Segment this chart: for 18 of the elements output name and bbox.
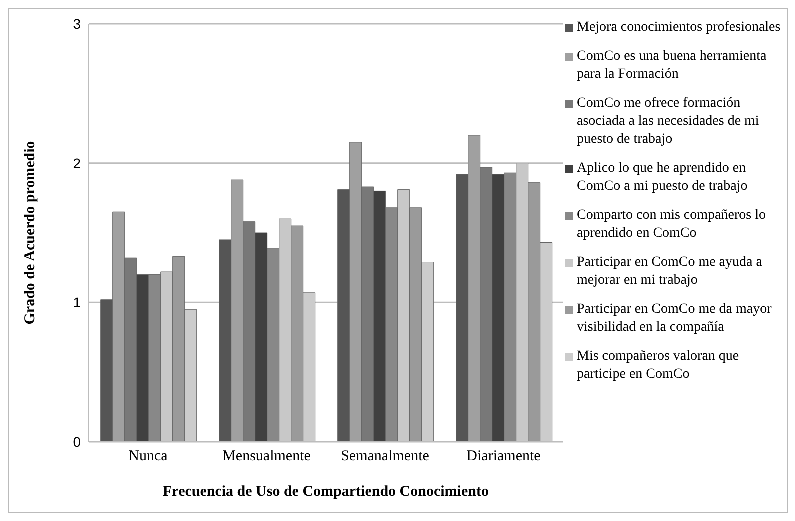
legend-label: Participar en ComCo me ayuda a mejorar en mi trabajo [577,254,764,290]
y-axis-title: Grado de Acuerdo promedio [22,141,38,325]
y-tick-label: 1 [73,294,82,311]
x-tick-label: Mensualmente [222,448,312,465]
legend-label: Mis compañeros valoran que participe en ComCo [577,348,740,384]
legend-label: ComCo es una buena herramienta para la Formación [577,48,768,84]
x-tick-label: Diariamente [466,448,542,465]
x-tick-label: Semanalmente [341,448,430,465]
legend-label: Participar en ComCo me da mayor visibilidad en la compañía [577,301,773,337]
y-tick-label: 3 [73,16,82,32]
legend-label: ComCo me ofrece formación asociada a las necesidades de mi puesto de trabajo [577,95,760,149]
legend-label: Aplico lo que he aprendido en ComCo a mi puesto de trabajo [577,160,749,196]
x-tick-label: Nunca [128,448,168,465]
y-tick-label: 2 [73,155,82,172]
x-axis-title: Frecuencia de Uso de Compartiendo Conocimiento [163,484,489,500]
legend-label: Mejora conocimientos profesionales [577,19,781,37]
y-tick-label: 0 [73,434,82,450]
legend-label: Comparto con mis compañeros lo aprendido en ComCo [577,207,767,243]
